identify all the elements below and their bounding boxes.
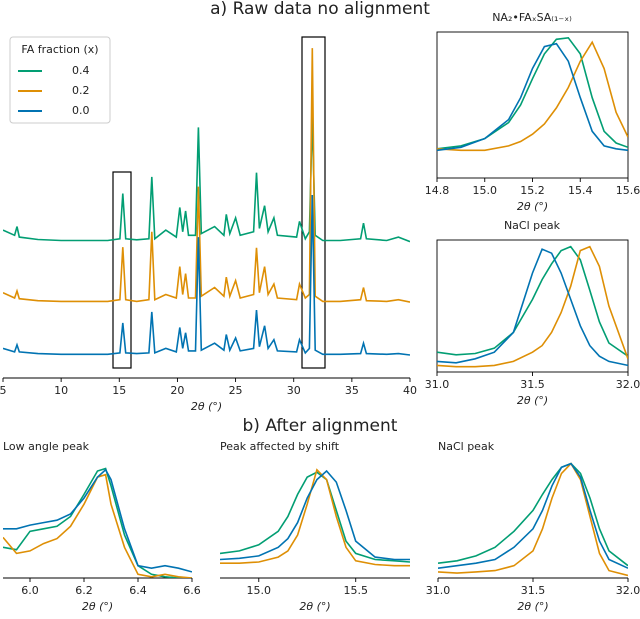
x-tick-label: 6.2 (75, 584, 93, 597)
panel-title: NaCl peak (504, 219, 561, 232)
x-tick-label: 35 (345, 384, 359, 397)
x-tick-label: 6.4 (129, 584, 147, 597)
series-line (438, 462, 628, 567)
highlight-box (301, 36, 326, 369)
x-tick-label: 32.0 (616, 584, 640, 597)
x-tick-label: 32.0 (616, 378, 640, 391)
panel-title: NA₂•FAₓSA₍₁₋ₓ₎ (492, 11, 572, 24)
x-tick-label: 30 (287, 384, 301, 397)
legend-title: FA fraction (x) (21, 43, 98, 56)
series-line (437, 245, 628, 368)
x-tick-label: 20 (170, 384, 184, 397)
series-line (3, 116, 410, 243)
x-tick-label: 31.5 (521, 584, 546, 597)
x-tick-label: 6.6 (183, 584, 201, 597)
series-line (437, 245, 628, 357)
legend-box (9, 36, 111, 124)
series-line (3, 194, 410, 356)
series-line (437, 42, 628, 152)
x-tick-label: 10 (54, 384, 68, 397)
x-tick-label: 15.6 (616, 184, 640, 197)
x-tick-label: 15 (112, 384, 126, 397)
highlight-box (112, 171, 132, 369)
series-line (437, 36, 628, 150)
legend-label: 0.4 (72, 64, 90, 77)
x-tick-label: 25 (229, 384, 243, 397)
x-tick-label: 15.4 (568, 184, 593, 197)
series-line (437, 248, 628, 367)
x-tick-label: 15.5 (343, 584, 368, 597)
series-line (438, 462, 628, 569)
x-axis-label: 2θ (°) (299, 600, 330, 613)
series-line (3, 473, 192, 578)
x-axis-label: 2θ (°) (517, 394, 548, 407)
x-axis-label: 2θ (°) (517, 200, 548, 213)
series-line (438, 462, 628, 577)
series-line (220, 471, 410, 563)
series-line (437, 40, 628, 152)
x-tick-label: 31.0 (426, 584, 451, 597)
x-tick-label: 6.0 (21, 584, 39, 597)
x-tick-label: 15.0 (247, 584, 272, 597)
section-title: b) After alignment (243, 416, 398, 436)
axes-frame (436, 31, 629, 179)
series-line (3, 467, 192, 578)
panel-title: Peak affected by shift (220, 440, 340, 453)
panel-title: Low angle peak (3, 440, 90, 453)
series-line (3, 468, 192, 573)
legend-label: 0.0 (72, 104, 90, 117)
x-tick-label: 31.0 (425, 378, 450, 391)
series-line (220, 468, 410, 567)
x-axis-label: 2θ (°) (517, 600, 548, 613)
x-tick-label: 5 (0, 384, 7, 397)
x-axis-label: 2θ (°) (191, 400, 222, 413)
x-tick-label: 31.5 (520, 378, 545, 391)
series-line (220, 469, 410, 561)
series-line (3, 48, 410, 303)
section-title: a) Raw data no alignment (210, 0, 430, 19)
legend-label: 0.2 (72, 84, 90, 97)
x-tick-label: 15.2 (520, 184, 545, 197)
x-tick-label: 14.8 (425, 184, 450, 197)
x-tick-label: 15.0 (473, 184, 498, 197)
x-axis-label: 2θ (°) (82, 600, 113, 613)
panel-title: NaCl peak (438, 440, 495, 453)
x-tick-label: 40 (403, 384, 417, 397)
